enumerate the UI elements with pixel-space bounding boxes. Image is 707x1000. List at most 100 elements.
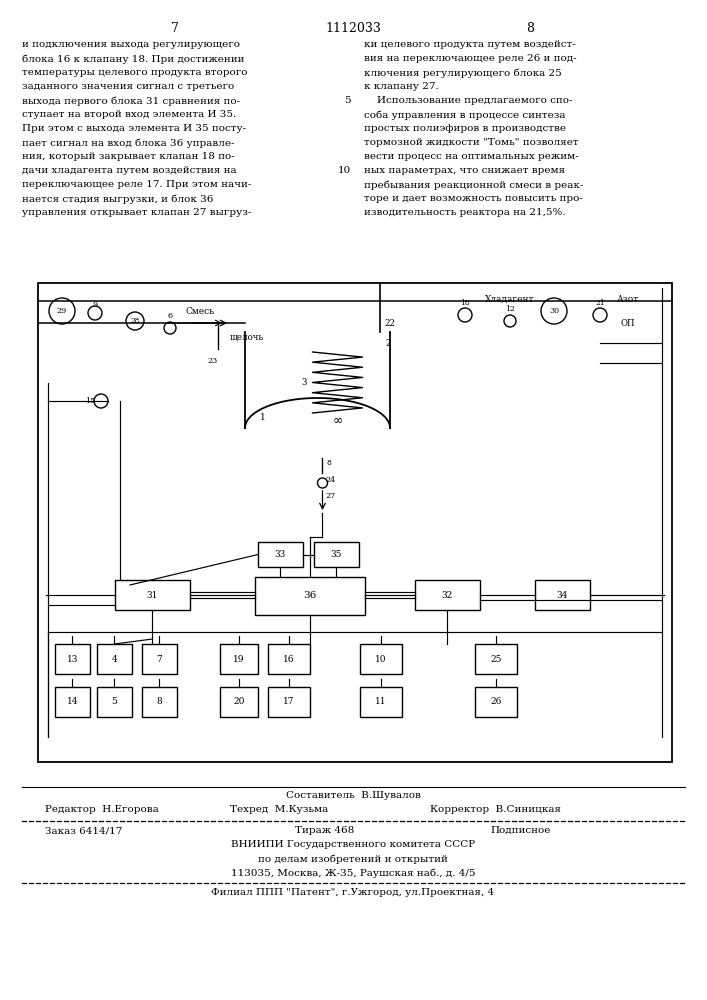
- Text: Тираж 468: Тираж 468: [295, 826, 354, 835]
- Bar: [360, 687, 402, 717]
- Text: 13: 13: [67, 654, 78, 664]
- Text: 15: 15: [85, 397, 95, 405]
- Text: ных параметрах, что снижает время: ных параметрах, что снижает время: [364, 166, 565, 175]
- Text: ния, который закрывает клапан 18 по-: ния, который закрывает клапан 18 по-: [22, 152, 235, 161]
- Text: тормозной жидкости "Томь" позволяет: тормозной жидкости "Томь" позволяет: [364, 138, 578, 147]
- Text: пает сигнал на вход блока 36 управле-: пает сигнал на вход блока 36 управле-: [22, 138, 235, 147]
- Text: 32: 32: [442, 590, 453, 599]
- Text: 24: 24: [325, 476, 336, 484]
- Text: выхода первого блока 31 сравнения по-: выхода первого блока 31 сравнения по-: [22, 96, 240, 105]
- Text: Корректор  В.Синицкая: Корректор В.Синицкая: [430, 805, 561, 814]
- Text: 21: 21: [595, 299, 605, 307]
- Text: 27: 27: [325, 492, 336, 500]
- Text: 4: 4: [112, 654, 117, 664]
- Bar: [220, 687, 258, 717]
- Bar: [220, 644, 258, 674]
- Text: 29: 29: [57, 307, 67, 315]
- Bar: [38, 283, 672, 762]
- Text: дачи хладагента путем воздействия на: дачи хладагента путем воздействия на: [22, 166, 237, 175]
- Bar: [142, 687, 177, 717]
- Bar: [97, 644, 132, 674]
- Text: 28: 28: [130, 317, 139, 325]
- Text: 8: 8: [526, 22, 534, 35]
- Text: Азот: Азот: [617, 294, 639, 304]
- Text: изводительность реактора на 21,5%.: изводительность реактора на 21,5%.: [364, 208, 566, 217]
- Bar: [360, 644, 402, 674]
- Text: 8: 8: [157, 698, 163, 706]
- Text: 8: 8: [326, 459, 331, 467]
- Text: Смесь: Смесь: [185, 306, 214, 316]
- Text: Филиал ППП "Патент", г.Ужгород, ул.Проектная, 4: Филиал ППП "Патент", г.Ужгород, ул.Проек…: [211, 888, 495, 897]
- Text: торе и дает возможность повысить про-: торе и дает возможность повысить про-: [364, 194, 583, 203]
- Text: соба управления в процессе синтеза: соба управления в процессе синтеза: [364, 110, 566, 119]
- Text: ключения регулирующего блока 25: ключения регулирующего блока 25: [364, 68, 562, 78]
- Text: 16: 16: [284, 654, 295, 664]
- Text: Хладагент: Хладагент: [485, 294, 534, 304]
- Bar: [475, 644, 517, 674]
- Text: ВНИИПИ Государственного комитета СССР: ВНИИПИ Государственного комитета СССР: [231, 840, 475, 849]
- Text: 25: 25: [490, 654, 502, 664]
- Text: 10: 10: [375, 654, 387, 664]
- Text: При этом с выхода элемента И 35 посту-: При этом с выхода элемента И 35 посту-: [22, 124, 246, 133]
- Text: 34: 34: [557, 590, 568, 599]
- Text: Техред  М.Кузьма: Техред М.Кузьма: [230, 805, 328, 814]
- Text: вести процесс на оптимальных режим-: вести процесс на оптимальных режим-: [364, 152, 579, 161]
- Bar: [55, 644, 90, 674]
- Text: управления открывает клапан 27 выгруз-: управления открывает клапан 27 выгруз-: [22, 208, 252, 217]
- Text: 33: 33: [275, 550, 286, 559]
- Text: Использование предлагаемого спо-: Использование предлагаемого спо-: [364, 96, 573, 105]
- Text: Составитель  В.Шувалов: Составитель В.Шувалов: [286, 791, 421, 800]
- Text: 20: 20: [233, 698, 245, 706]
- Text: ступает на второй вход элемента И 35.: ступает на второй вход элемента И 35.: [22, 110, 236, 119]
- Text: 6: 6: [168, 312, 173, 320]
- Bar: [415, 580, 480, 610]
- Text: 11: 11: [375, 698, 387, 706]
- Bar: [142, 644, 177, 674]
- Bar: [97, 687, 132, 717]
- Text: 36: 36: [303, 591, 317, 600]
- Text: простых полиэфиров в производстве: простых полиэфиров в производстве: [364, 124, 566, 133]
- Text: ОП: ОП: [621, 318, 636, 328]
- Text: 17: 17: [284, 698, 295, 706]
- Text: по делам изобретений и открытий: по делам изобретений и открытий: [258, 854, 448, 863]
- Text: и подключения выхода регулирующего: и подключения выхода регулирующего: [22, 40, 240, 49]
- Text: Редактор  Н.Егорова: Редактор Н.Егорова: [45, 805, 159, 814]
- Text: 113035, Москва, Ж-35, Раушская наб., д. 4/5: 113035, Москва, Ж-35, Раушская наб., д. …: [230, 868, 475, 878]
- Text: 2: 2: [385, 340, 391, 349]
- Text: ∞: ∞: [332, 414, 343, 426]
- Text: щелочь: щелочь: [230, 332, 264, 342]
- Text: блока 16 к клапану 18. При достижении: блока 16 к клапану 18. При достижении: [22, 54, 245, 64]
- Text: ки целевого продукта путем воздейст-: ки целевого продукта путем воздейст-: [364, 40, 575, 49]
- Bar: [314, 542, 359, 567]
- Bar: [268, 687, 310, 717]
- Text: 10: 10: [338, 166, 351, 175]
- Bar: [475, 687, 517, 717]
- Bar: [55, 687, 90, 717]
- Text: 12: 12: [505, 305, 515, 313]
- Text: Заказ 6414/17: Заказ 6414/17: [45, 826, 122, 835]
- Bar: [115, 580, 190, 610]
- Text: 5: 5: [112, 698, 117, 706]
- Text: заданного значения сигнал с третьего: заданного значения сигнал с третьего: [22, 82, 234, 91]
- Text: 7: 7: [171, 22, 179, 35]
- Text: 1: 1: [260, 414, 266, 422]
- Text: 23: 23: [208, 357, 218, 365]
- Text: 30: 30: [549, 307, 559, 315]
- Text: вия на переключающее реле 26 и под-: вия на переключающее реле 26 и под-: [364, 54, 577, 63]
- Text: 9: 9: [93, 301, 98, 309]
- Text: температуры целевого продукта второго: температуры целевого продукта второго: [22, 68, 247, 77]
- Text: пребывания реакционной смеси в реак-: пребывания реакционной смеси в реак-: [364, 180, 583, 190]
- Text: 31: 31: [147, 590, 158, 599]
- Text: 3: 3: [302, 378, 307, 387]
- Text: нается стадия выгрузки, и блок 36: нается стадия выгрузки, и блок 36: [22, 194, 214, 204]
- Text: Подписное: Подписное: [490, 826, 550, 835]
- Bar: [255, 577, 365, 615]
- Bar: [258, 542, 303, 567]
- Text: 22: 22: [385, 320, 395, 328]
- Bar: [535, 580, 590, 610]
- Text: 1112033: 1112033: [325, 22, 381, 35]
- Text: 19: 19: [233, 654, 245, 664]
- Text: переключающее реле 17. При этом начи-: переключающее реле 17. При этом начи-: [22, 180, 252, 189]
- Text: 35: 35: [331, 550, 342, 559]
- Bar: [268, 644, 310, 674]
